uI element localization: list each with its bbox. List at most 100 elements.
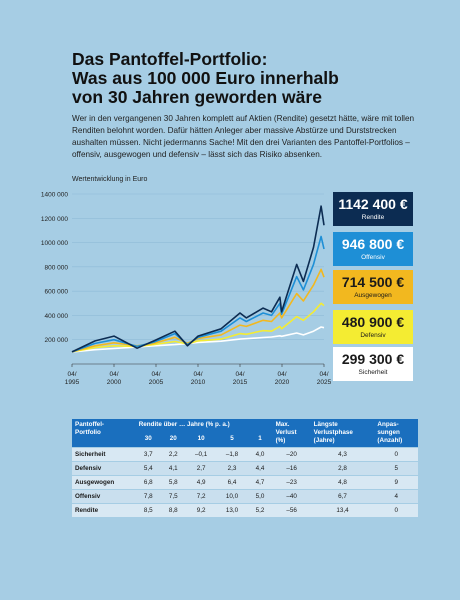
x-tick-label: 04/ xyxy=(235,371,244,378)
badge-ausgewogen-label: Ausgewogen xyxy=(354,292,392,299)
x-tick-label: 04/ xyxy=(67,371,76,378)
header-year-1: 1 xyxy=(247,431,273,448)
header-verlust: Max. Verlust (%) xyxy=(272,419,311,448)
cell-r10: 7,2 xyxy=(185,489,217,504)
x-tick-label: 2005 xyxy=(149,379,164,386)
badge-rendite-value: 1142 400 € xyxy=(338,196,408,212)
cell-verlust: –23 xyxy=(272,475,311,490)
badge-offensiv-value: 946 800 € xyxy=(341,236,405,252)
x-tick-label: 2010 xyxy=(191,379,206,386)
badge-defensiv: 480 900 € Defensiv xyxy=(333,310,413,344)
line-chart: 200 000 400 000 600 000 800 000 1000 000 1200… xyxy=(41,192,332,387)
x-tick-label: 2000 xyxy=(107,379,122,386)
cell-r20: 8,8 xyxy=(160,503,186,517)
cell-r5: 6,4 xyxy=(216,475,248,490)
header-anpassungen-line3: (Anzahl) xyxy=(377,437,403,444)
header-year-10: 10 xyxy=(185,431,217,448)
y-tick-label: 400 000 xyxy=(45,313,69,320)
badge-ausgewogen: 714 500 € Ausgewogen xyxy=(333,270,413,304)
y-tick-label: 1400 000 xyxy=(41,192,68,199)
header-anpassungen-line1: Anpas- xyxy=(377,421,399,428)
cell-verlust: –40 xyxy=(272,489,311,504)
cell-name: Ausgewogen xyxy=(72,475,136,490)
cell-r20: 5,8 xyxy=(160,475,186,490)
cell-name: Offensiv xyxy=(72,489,136,504)
y-tick-label: 600 000 xyxy=(45,289,69,296)
cell-name: Defensiv xyxy=(72,461,136,476)
cell-r20: 4,1 xyxy=(160,461,186,476)
table-row: Ausgewogen 6,8 5,8 4,9 6,4 4,7 –23 4,8 9 xyxy=(72,475,418,490)
cell-r5: 10,0 xyxy=(216,489,248,504)
cell-phase: 4,8 xyxy=(310,475,375,490)
x-tick-label: 04/ xyxy=(193,371,202,378)
badge-sicherheit-value: 299 300 € xyxy=(341,351,405,367)
cell-r20: 7,5 xyxy=(160,489,186,504)
x-tick-label: 04/ xyxy=(109,371,118,378)
cell-r1: 4,7 xyxy=(247,475,273,490)
series-line-rendite xyxy=(71,205,325,353)
badge-ausgewogen-value: 714 500 € xyxy=(341,274,405,290)
cell-r30: 7,8 xyxy=(135,489,161,504)
chart-label: Wertentwicklung in Euro xyxy=(72,176,148,183)
cell-r10: –0,1 xyxy=(185,447,217,462)
badge-offensiv-label: Offensiv xyxy=(361,254,385,261)
header-verlust-line2: Verlust xyxy=(275,429,297,436)
cell-r5: –1,8 xyxy=(216,447,248,462)
cell-r30: 6,8 xyxy=(135,475,161,490)
badge-defensiv-label: Defensiv xyxy=(360,332,386,339)
badge-sicherheit-label: Sicherheit xyxy=(358,369,388,376)
cell-name: Rendite xyxy=(72,503,136,517)
cell-r1: 5,2 xyxy=(247,503,273,517)
cell-r5: 13,0 xyxy=(216,503,248,517)
cell-anp: 0 xyxy=(374,447,418,462)
cell-r10: 2,7 xyxy=(185,461,217,476)
x-tick-label: 2025 xyxy=(317,379,332,386)
cell-anp: 5 xyxy=(374,461,418,476)
x-tick-label: 2020 xyxy=(275,379,290,386)
cell-phase: 13,4 xyxy=(310,503,375,517)
badge-defensiv-value: 480 900 € xyxy=(341,314,405,330)
badge-rendite: 1142 400 € Rendite xyxy=(333,192,413,226)
y-tick-label: 800 000 xyxy=(45,264,69,271)
header-rendite: Rendite über … Jahre (% p. a.) xyxy=(135,419,273,432)
cell-r30: 3,7 xyxy=(135,447,161,462)
badge-sicherheit: 299 300 € Sicherheit xyxy=(333,347,413,381)
cell-verlust: –20 xyxy=(272,447,311,462)
title-line-3: von 30 Jahren geworden wäre xyxy=(72,87,322,107)
cell-verlust: –16 xyxy=(272,461,311,476)
title-line-1: Das Pantoffel-Portfolio: xyxy=(72,49,268,69)
header-phase-line2: Verlustphase xyxy=(313,429,353,436)
cell-verlust: –56 xyxy=(272,503,311,517)
cell-r1: 5,0 xyxy=(247,489,273,504)
cell-r1: 4,0 xyxy=(247,447,273,462)
cell-phase: 6,7 xyxy=(310,489,375,504)
cell-name: Sicherheit xyxy=(72,447,136,462)
header-portfolio: Pantoffel- Portfolio xyxy=(72,419,136,448)
x-tick-label: 04/ xyxy=(277,371,286,378)
table-row: Sicherheit 3,7 2,2 –0,1 –1,8 4,0 –20 4,3 0 xyxy=(72,447,418,462)
page-title: Das Pantoffel-Portfolio: Was aus 100 000… xyxy=(72,50,432,107)
header-portfolio-line2: Portfolio xyxy=(75,429,101,436)
cell-anp: 0 xyxy=(374,503,418,517)
cell-phase: 4,3 xyxy=(310,447,375,462)
header-phase-line3: (Jahre) xyxy=(313,437,335,444)
x-tick-label: 04/ xyxy=(151,371,160,378)
cell-r10: 9,2 xyxy=(185,503,217,517)
x-tick-label: 1995 xyxy=(65,379,80,386)
portfolio-table-wrap: Pantoffel- Portfolio Rendite über … Jahr… xyxy=(72,419,418,517)
cell-anp: 4 xyxy=(374,489,418,504)
title-line-2: Was aus 100 000 Euro innerhalb xyxy=(72,68,339,88)
header-phase: Längste Verlustphase (Jahre) xyxy=(310,419,375,448)
table-row: Defensiv 5,4 4,1 2,7 2,3 4,4 –16 2,8 5 xyxy=(72,461,418,476)
header-year-20: 20 xyxy=(160,431,186,448)
x-tick-label: 2015 xyxy=(233,379,248,386)
y-tick-label: 1000 000 xyxy=(41,240,68,247)
table-row: Rendite 8,5 8,8 9,2 13,0 5,2 –56 13,4 0 xyxy=(72,503,418,517)
y-tick-label: 200 000 xyxy=(45,337,69,344)
header-anpassungen: Anpas- sungen (Anzahl) xyxy=(374,419,418,448)
header-phase-line1: Längste xyxy=(313,421,338,428)
series-line-offensiv xyxy=(71,235,325,353)
table-row: Offensiv 7,8 7,5 7,2 10,0 5,0 –40 6,7 4 xyxy=(72,489,418,504)
table-subheader-row: 30 20 10 5 1 xyxy=(72,431,418,448)
header-year-5: 5 xyxy=(216,431,248,448)
